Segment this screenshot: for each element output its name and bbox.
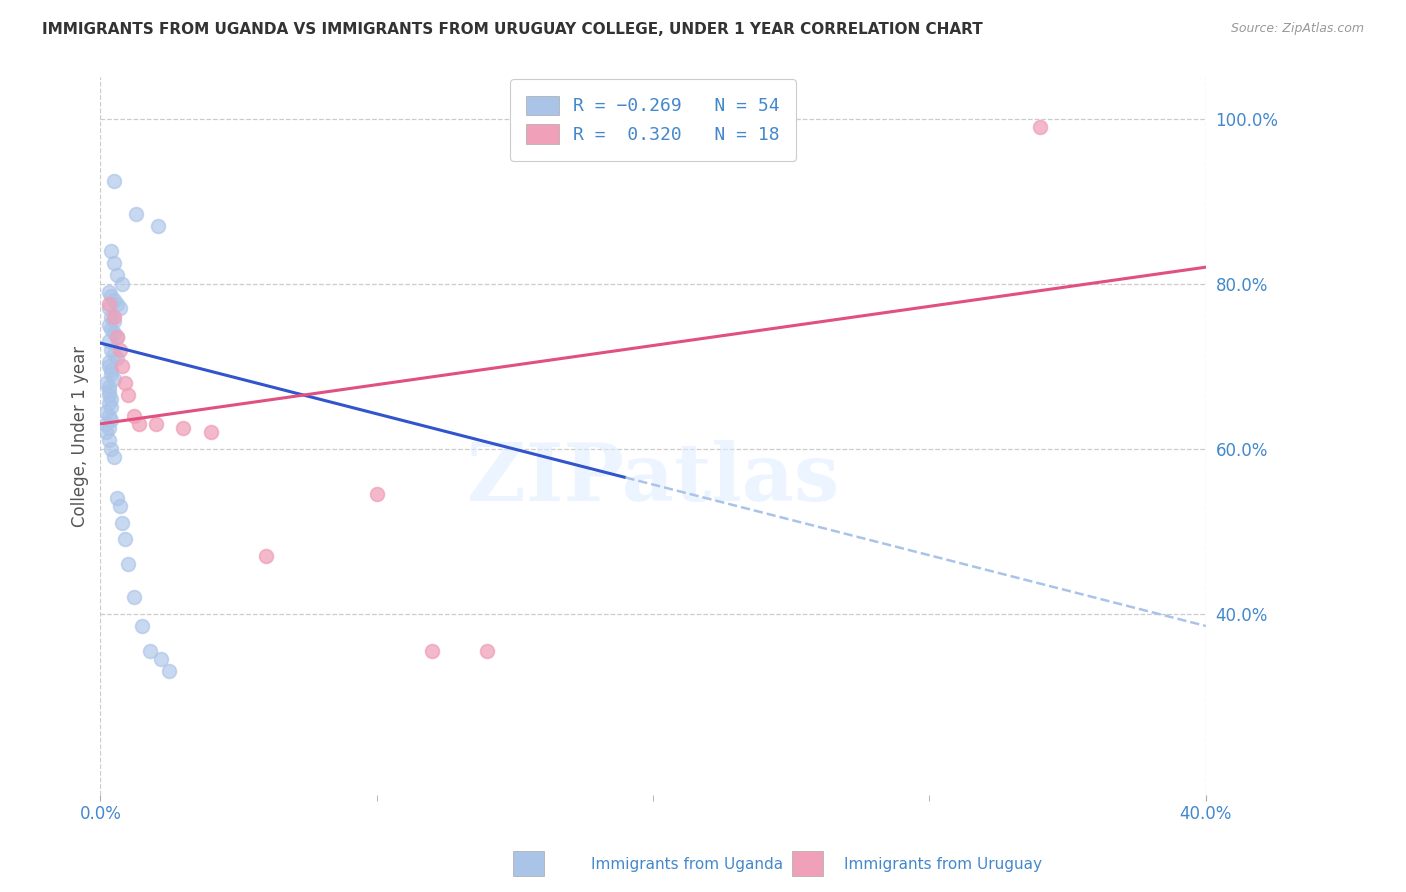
Point <box>100 322 122 336</box>
Text: Immigrants from Uganda: Immigrants from Uganda <box>591 857 783 872</box>
Point <box>97 421 120 435</box>
Point <box>200 425 222 439</box>
Point <box>100 363 122 377</box>
Point <box>103 173 125 187</box>
Point <box>100 413 122 427</box>
Point <box>254 549 277 563</box>
Point <box>103 314 125 328</box>
Point <box>111 516 134 530</box>
Point <box>94 404 117 418</box>
Point <box>97 301 120 316</box>
Point <box>125 206 148 220</box>
Text: IMMIGRANTS FROM UGANDA VS IMMIGRANTS FROM URUGUAY COLLEGE, UNDER 1 YEAR CORRELAT: IMMIGRANTS FROM UGANDA VS IMMIGRANTS FRO… <box>42 22 983 37</box>
Point <box>139 643 162 657</box>
Point <box>128 417 150 431</box>
Point <box>122 590 145 604</box>
Point <box>97 318 120 332</box>
Point <box>111 359 134 373</box>
Point <box>122 409 145 423</box>
Point <box>159 665 181 679</box>
Point <box>100 343 122 357</box>
Point <box>103 371 125 385</box>
Point <box>117 557 139 571</box>
Point <box>97 396 120 410</box>
Point <box>103 256 125 270</box>
Point <box>114 533 136 547</box>
Point <box>366 487 388 501</box>
Point <box>97 409 120 423</box>
Point <box>97 297 120 311</box>
Point <box>105 491 128 505</box>
Point <box>97 334 120 349</box>
Point <box>105 297 128 311</box>
Point <box>94 425 117 439</box>
Legend: R = −0.269   N = 54, R =  0.320   N = 18: R = −0.269 N = 54, R = 0.320 N = 18 <box>510 79 796 161</box>
Point <box>94 376 117 390</box>
Point <box>103 347 125 361</box>
Text: Source: ZipAtlas.com: Source: ZipAtlas.com <box>1230 22 1364 36</box>
Point <box>94 417 117 431</box>
Point <box>477 643 499 657</box>
Point <box>148 219 170 233</box>
Point <box>1029 120 1052 134</box>
Point <box>103 450 125 464</box>
Point <box>97 380 120 394</box>
Point <box>105 330 128 344</box>
Point <box>100 244 122 258</box>
Point <box>103 293 125 307</box>
Point <box>100 442 122 456</box>
Point <box>97 359 120 373</box>
Point <box>100 401 122 415</box>
Point <box>108 500 131 514</box>
Point <box>97 384 120 398</box>
Point <box>97 434 120 448</box>
Point <box>100 310 122 324</box>
Point <box>145 417 167 431</box>
Text: Immigrants from Uruguay: Immigrants from Uruguay <box>844 857 1042 872</box>
Point <box>150 652 173 666</box>
Text: ZIPatlas: ZIPatlas <box>467 441 839 518</box>
Point <box>117 388 139 402</box>
Point <box>420 643 443 657</box>
Y-axis label: College, Under 1 year: College, Under 1 year <box>72 346 89 527</box>
Point <box>100 289 122 303</box>
Point <box>105 330 128 344</box>
Point <box>97 355 120 369</box>
Point <box>103 326 125 340</box>
Point <box>172 421 194 435</box>
Point <box>108 343 131 357</box>
Point <box>111 277 134 291</box>
Point <box>97 285 120 299</box>
Point <box>105 351 128 365</box>
Point <box>131 619 153 633</box>
Point <box>114 376 136 390</box>
Point <box>103 310 125 324</box>
Point <box>100 368 122 382</box>
Point <box>108 301 131 316</box>
Point <box>105 268 128 283</box>
Point <box>97 388 120 402</box>
Point <box>100 392 122 406</box>
